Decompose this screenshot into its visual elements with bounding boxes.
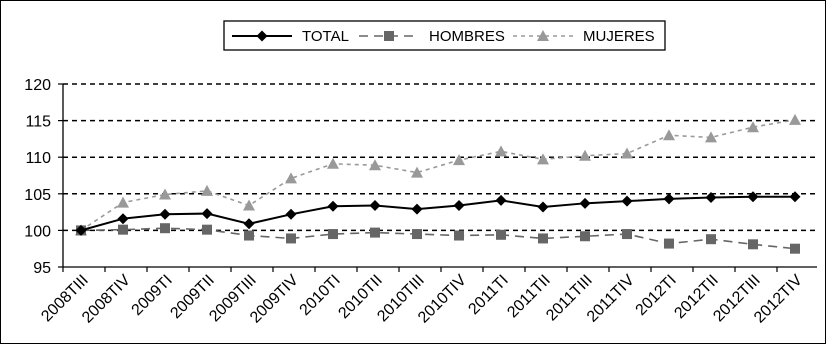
data-point-mujeres bbox=[663, 129, 675, 141]
data-point-hombres bbox=[496, 229, 506, 240]
data-point-mujeres bbox=[243, 199, 255, 211]
data-point-hombres bbox=[118, 224, 128, 235]
data-point-mujeres bbox=[159, 188, 171, 200]
data-point-hombres bbox=[580, 231, 590, 242]
data-point-hombres bbox=[748, 239, 758, 250]
y-tick-label: 100 bbox=[24, 223, 51, 240]
data-point-mujeres bbox=[369, 159, 381, 171]
data-point-mujeres bbox=[579, 149, 591, 161]
data-point-hombres bbox=[706, 234, 716, 245]
data-point-hombres bbox=[622, 229, 632, 240]
data-point-hombres bbox=[538, 233, 548, 244]
data-point-mujeres bbox=[747, 121, 759, 133]
data-point-total bbox=[621, 195, 633, 207]
data-point-total bbox=[747, 191, 759, 203]
legend-marker-mujeres bbox=[537, 30, 549, 41]
data-point-total bbox=[285, 208, 297, 220]
data-point-total bbox=[579, 197, 591, 209]
data-point-total bbox=[789, 191, 801, 203]
data-point-hombres bbox=[286, 233, 296, 244]
legend: TOTAL HOMBRES MUJERES bbox=[223, 20, 666, 51]
data-point-total bbox=[411, 203, 423, 215]
x-tick-labels: 2008TIII2008TIV2009TI2009TII2009TIII2009… bbox=[38, 272, 806, 327]
data-point-total bbox=[537, 201, 549, 213]
series-line-mujeres bbox=[80, 119, 796, 232]
y-tick-label: 110 bbox=[25, 150, 51, 167]
data-point-total bbox=[495, 194, 507, 206]
data-point-mujeres bbox=[705, 131, 717, 143]
data-point-total bbox=[663, 193, 675, 205]
data-point-hombres bbox=[412, 229, 422, 240]
y-tick-label: 120 bbox=[24, 77, 51, 94]
data-point-mujeres bbox=[117, 196, 129, 208]
data-point-total bbox=[159, 208, 171, 220]
data-point-total bbox=[117, 213, 129, 225]
data-point-total bbox=[75, 224, 87, 236]
data-point-mujeres bbox=[327, 157, 339, 169]
data-point-mujeres bbox=[621, 147, 633, 159]
data-point-total bbox=[453, 200, 465, 212]
data-point-mujeres bbox=[453, 154, 465, 166]
series-line-hombres bbox=[80, 227, 796, 250]
legend-label-mujeres: MUJERES bbox=[583, 28, 655, 45]
legend-marker-total bbox=[256, 30, 268, 42]
data-point-hombres bbox=[370, 227, 380, 238]
data-point-mujeres bbox=[495, 145, 507, 157]
legend-box bbox=[223, 20, 666, 51]
data-point-total bbox=[327, 200, 339, 212]
series-line-total bbox=[80, 195, 795, 232]
data-point-hombres bbox=[328, 229, 338, 240]
y-tick-labels: 95 100 105 110 115 120 bbox=[24, 77, 51, 277]
data-point-total bbox=[243, 218, 255, 230]
data-point-mujeres bbox=[201, 184, 213, 196]
data-point-hombres bbox=[790, 243, 800, 254]
data-point-mujeres bbox=[537, 153, 549, 165]
data-point-total bbox=[705, 191, 717, 203]
series bbox=[75, 113, 801, 254]
axes bbox=[58, 83, 817, 272]
legend-label-hombres: HOMBRES bbox=[429, 28, 505, 45]
x-tick-label: 2011TIV bbox=[584, 272, 638, 326]
y-tick-label: 115 bbox=[25, 114, 51, 131]
data-point-hombres bbox=[244, 230, 254, 241]
grid bbox=[63, 83, 817, 232]
data-point-hombres bbox=[160, 223, 170, 234]
data-point-hombres bbox=[202, 224, 212, 235]
data-point-total bbox=[369, 200, 381, 212]
data-point-mujeres bbox=[411, 166, 423, 178]
y-tick-label: 105 bbox=[24, 187, 51, 204]
y-tick-label: 95 bbox=[33, 260, 51, 277]
data-point-mujeres bbox=[789, 113, 801, 125]
legend-label-total: TOTAL bbox=[302, 28, 349, 45]
data-point-hombres bbox=[664, 238, 674, 249]
legend-marker-hombres bbox=[384, 31, 394, 41]
data-point-total bbox=[201, 208, 213, 220]
data-point-hombres bbox=[454, 230, 464, 241]
data-point-mujeres bbox=[285, 172, 297, 184]
